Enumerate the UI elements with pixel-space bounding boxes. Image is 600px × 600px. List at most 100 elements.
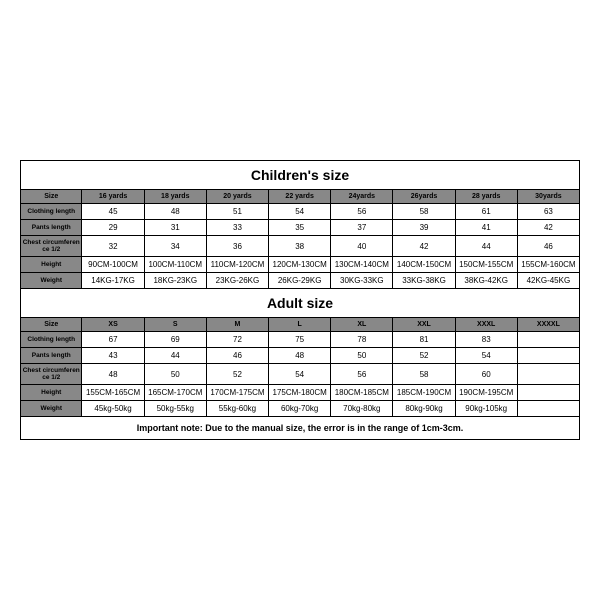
adult-row-2-cell-2: 52: [206, 364, 268, 385]
children-row-4: Weight14KG-17KG18KG-23KG23KG-26KG26KG-29…: [21, 273, 580, 289]
children-row-4-cell-1: 18KG-23KG: [144, 273, 206, 289]
adult-row-0-label: Clothing length: [21, 332, 82, 348]
adult-header: SizeXSSMLXLXXLXXXLXXXXL: [21, 318, 580, 332]
children-row-2-cell-6: 44: [455, 236, 517, 257]
adult-row-0-cell-3: 75: [269, 332, 331, 348]
children-row-1-cell-4: 37: [331, 220, 393, 236]
adult-row-4-cell-0: 45kg-50kg: [82, 401, 144, 417]
adult-row-2-cell-4: 56: [331, 364, 393, 385]
children-row-0: Clothing length4548515456586163: [21, 204, 580, 220]
adult-row-0-cell-6: 83: [455, 332, 517, 348]
adult-header-col-0: Size: [21, 318, 82, 332]
adult-row-0-cell-0: 67: [82, 332, 144, 348]
adult-row-4-cell-4: 70kg-80kg: [331, 401, 393, 417]
children-row-4-label: Weight: [21, 273, 82, 289]
children-row-3-cell-4: 130CM-140CM: [331, 257, 393, 273]
children-row-1-cell-3: 35: [269, 220, 331, 236]
adult-row-4-cell-5: 80kg-90kg: [393, 401, 455, 417]
adult-row-1-cell-1: 44: [144, 348, 206, 364]
children-row-3-cell-7: 155CM-160CM: [517, 257, 579, 273]
children-row-4-cell-2: 23KG-26KG: [206, 273, 268, 289]
children-header-col-3: 20 yards: [206, 190, 268, 204]
children-row-0-cell-6: 61: [455, 204, 517, 220]
children-title: Children's size: [21, 161, 580, 190]
children-header-col-7: 28 yards: [455, 190, 517, 204]
children-row-4-cell-3: 26KG-29KG: [269, 273, 331, 289]
children-header-col-4: 22 yards: [269, 190, 331, 204]
adult-row-3-cell-1: 165CM-170CM: [144, 385, 206, 401]
adult-row-0-cell-5: 81: [393, 332, 455, 348]
adult-row-3-cell-6: 190CM-195CM: [455, 385, 517, 401]
children-row-3-cell-5: 140CM-150CM: [393, 257, 455, 273]
children-row-1-cell-7: 42: [517, 220, 579, 236]
adult-header-col-3: M: [206, 318, 268, 332]
children-row-2: Chest circumference 1/23234363840424446: [21, 236, 580, 257]
children-row-4-cell-4: 30KG-33KG: [331, 273, 393, 289]
children-row-3-cell-3: 120CM-130CM: [269, 257, 331, 273]
children-row-3-cell-1: 100CM-110CM: [144, 257, 206, 273]
adult-row-2: Chest circumference 1/248505254565860: [21, 364, 580, 385]
adult-header-col-6: XXL: [393, 318, 455, 332]
children-row-2-label: Chest circumference 1/2: [21, 236, 82, 257]
adult-row-2-cell-7: [517, 364, 579, 385]
children-header-col-6: 26yards: [393, 190, 455, 204]
children-row-2-cell-2: 36: [206, 236, 268, 257]
children-header-col-0: Size: [21, 190, 82, 204]
children-row-3-cell-0: 90CM-100CM: [82, 257, 144, 273]
adult-row-3-cell-0: 155CM-165CM: [82, 385, 144, 401]
adult-header-col-4: L: [269, 318, 331, 332]
adult-row-0-cell-4: 78: [331, 332, 393, 348]
adult-row-2-cell-1: 50: [144, 364, 206, 385]
adult-row-0: Clothing length67697275788183: [21, 332, 580, 348]
adult-row-1-cell-6: 54: [455, 348, 517, 364]
children-row-0-cell-0: 45: [82, 204, 144, 220]
adult-row-3-cell-2: 170CM-175CM: [206, 385, 268, 401]
children-row-0-cell-5: 58: [393, 204, 455, 220]
adult-row-3-cell-3: 175CM-180CM: [269, 385, 331, 401]
children-row-0-cell-7: 63: [517, 204, 579, 220]
adult-row-0-cell-2: 72: [206, 332, 268, 348]
adult-row-1-cell-4: 50: [331, 348, 393, 364]
adult-row-1-cell-7: [517, 348, 579, 364]
children-row-1-label: Pants length: [21, 220, 82, 236]
children-row-2-cell-5: 42: [393, 236, 455, 257]
adult-row-1-label: Pants length: [21, 348, 82, 364]
adult-row-4-cell-6: 90kg-105kg: [455, 401, 517, 417]
adult-row-0-cell-7: [517, 332, 579, 348]
adult-header-col-2: S: [144, 318, 206, 332]
adult-row-1-cell-0: 43: [82, 348, 144, 364]
children-row-4-cell-0: 14KG-17KG: [82, 273, 144, 289]
children-row-4-cell-5: 33KG-38KG: [393, 273, 455, 289]
adult-row-3: Height155CM-165CM165CM-170CM170CM-175CM1…: [21, 385, 580, 401]
children-row-4-cell-6: 38KG-42KG: [455, 273, 517, 289]
adult-header-col-8: XXXXL: [517, 318, 579, 332]
adult-header-col-5: XL: [331, 318, 393, 332]
adult-row-0-cell-1: 69: [144, 332, 206, 348]
children-header-col-2: 18 yards: [144, 190, 206, 204]
important-note: Important note: Due to the manual size, …: [21, 417, 580, 440]
children-header-col-1: 16 yards: [82, 190, 144, 204]
adult-row-1-cell-5: 52: [393, 348, 455, 364]
children-row-0-label: Clothing length: [21, 204, 82, 220]
children-row-3: Height90CM-100CM100CM-110CM110CM-120CM12…: [21, 257, 580, 273]
adult-row-4-label: Weight: [21, 401, 82, 417]
children-row-1-cell-2: 33: [206, 220, 268, 236]
adult-row-4-cell-7: [517, 401, 579, 417]
children-row-1-cell-5: 39: [393, 220, 455, 236]
adult-row-4-cell-2: 55kg-60kg: [206, 401, 268, 417]
children-row-2-cell-1: 34: [144, 236, 206, 257]
adult-row-3-label: Height: [21, 385, 82, 401]
children-row-1: Pants length2931333537394142: [21, 220, 580, 236]
children-header-col-5: 24yards: [331, 190, 393, 204]
children-row-1-cell-6: 41: [455, 220, 517, 236]
adult-row-1-cell-3: 48: [269, 348, 331, 364]
adult-row-4-cell-3: 60kg-70kg: [269, 401, 331, 417]
size-chart-table: Children's sizeSize16 yards18 yards20 ya…: [20, 160, 580, 440]
children-row-0-cell-4: 56: [331, 204, 393, 220]
children-row-1-cell-0: 29: [82, 220, 144, 236]
adult-row-2-label: Chest circumference 1/2: [21, 364, 82, 385]
children-row-0-cell-2: 51: [206, 204, 268, 220]
children-row-2-cell-7: 46: [517, 236, 579, 257]
adult-row-1: Pants length43444648505254: [21, 348, 580, 364]
children-row-3-cell-2: 110CM-120CM: [206, 257, 268, 273]
